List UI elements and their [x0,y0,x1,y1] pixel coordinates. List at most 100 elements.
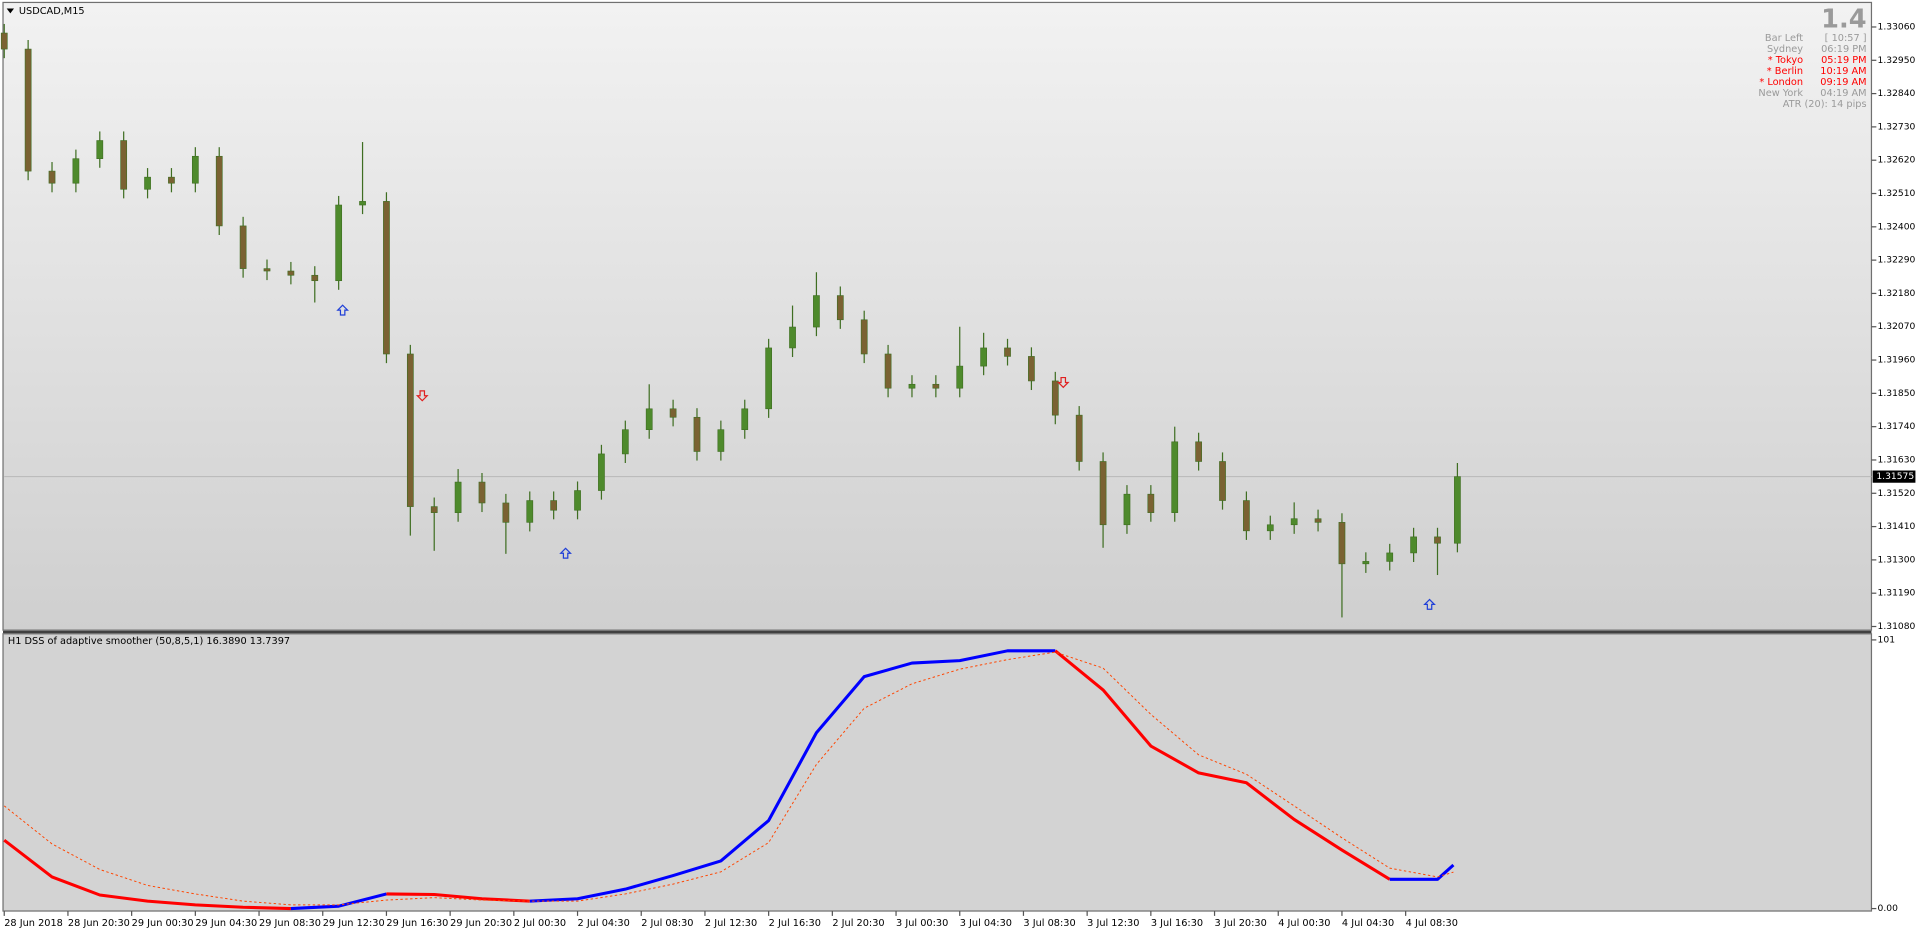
candle-body [1195,441,1202,462]
candle-body [1099,461,1107,526]
info-value: 09:19 AM [1820,77,1866,88]
candle-body [1075,414,1083,462]
candle-body [1051,380,1059,416]
candle-body [1147,493,1155,513]
price-pane [2,1,1873,631]
x-tick-label: 2 Jul 12:30 [705,918,757,929]
signal-arrow [336,304,350,316]
x-tick-label: 28 Jun 2018 [4,918,63,929]
candle-body [239,225,247,269]
x-tick-label: 3 Jul 08:30 [1023,918,1075,929]
candle-body [454,481,462,513]
main-line [529,649,1056,903]
y-tick-label: 1.31190 [1878,589,1916,599]
signal-arrow [1423,598,1436,610]
candle-body [669,408,677,418]
info-label: * Tokyo [1768,55,1803,66]
last-price-box [1872,470,1916,483]
x-tick-label: 29 Jun 04:30 [195,918,257,929]
candle-body [383,201,390,355]
y-tick-label: 1.32290 [1878,256,1916,266]
y-tick-label: 1.32180 [1878,289,1916,299]
y-tick-label: 0.00 [1878,904,1899,914]
y-tick-label: 1.31080 [1878,622,1916,632]
candle-body [980,347,987,367]
candle-body [1434,536,1441,544]
x-tick-label: 2 Jul 08:30 [641,918,693,929]
indicator-pane [2,633,1873,912]
y-tick-label: 1.31630 [1878,455,1916,465]
x-tick-label: 2 Jul 04:30 [578,918,630,929]
x-tick-label: 3 Jul 12:30 [1087,918,1139,929]
y-tick-label: 1.32840 [1878,89,1916,99]
info-label: Sydney [1767,44,1803,55]
candle-body [406,353,414,507]
y-tick-label: 1.32620 [1878,156,1916,166]
candle-body [598,453,605,491]
candle-body [335,204,343,282]
y-tick-label: 1.31520 [1878,489,1916,499]
candle-body [908,383,916,389]
atr: ATR (20): 14 pips [1783,99,1867,110]
candle-body [72,158,80,184]
candle-body [574,490,581,511]
candle-body [0,32,8,50]
candle-body [478,481,486,504]
candle-body [1028,356,1035,382]
candle-body [502,502,510,523]
info-label: New York [1758,88,1803,99]
candle-body [956,365,964,389]
y-tick-label: 1.32400 [1878,222,1916,232]
candle-body [860,319,868,355]
y-tick-label: 1.31740 [1878,422,1916,432]
candle-body [1266,524,1274,532]
x-tick-label: 29 Jun 16:30 [386,918,448,929]
candle-body [144,176,151,190]
x-tick-label: 28 Jun 20:30 [68,918,130,929]
info-value: 10:19 AM [1820,66,1866,77]
spread: 1.4 [1821,5,1866,35]
candle-body [813,295,820,328]
candle-body [24,48,32,172]
candle-body [430,506,438,513]
candle-body [359,201,366,206]
candle-body [621,429,629,455]
candle-body [1290,518,1298,526]
info-label: Bar Left [1765,33,1803,44]
y-tick-label: 1.32950 [1878,56,1916,66]
x-tick-label: 29 Jun 20:30 [450,918,512,929]
y-tick-label: 101 [1878,635,1895,645]
signal-line [3,651,1454,906]
x-tick-label: 3 Jul 16:30 [1151,918,1203,929]
x-tick-label: 4 Jul 00:30 [1278,918,1330,929]
main-line [1054,649,1391,881]
y-tick-label: 1.31300 [1878,555,1916,565]
candle-body [741,408,749,430]
y-tick-label: 1.31850 [1878,389,1916,399]
info-value: 04:19 AM [1820,88,1866,99]
menu-triangle[interactable] [6,8,15,14]
candle-body [48,170,56,184]
candle-body [1123,493,1131,526]
candle-body [1219,461,1226,501]
x-tick-label: 3 Jul 20:30 [1215,918,1267,929]
signal-arrow [559,547,572,559]
main-line [290,892,387,911]
candle-body [1410,536,1417,554]
last-price-label: 1.31575 [1876,472,1914,482]
candle-body [550,500,558,511]
y-tick-label: 1.31960 [1878,356,1916,366]
info-value: [ 10:57 ] [1825,33,1867,44]
candle-body [215,155,223,227]
x-tick-label: 2 Jul 20:30 [832,918,884,929]
x-tick-label: 3 Jul 04:30 [960,918,1012,929]
x-tick-label: 3 Jul 00:30 [896,918,948,929]
candle-body [191,155,199,184]
chart-title: USDCAD,M15 [19,6,85,17]
signal-arrow [1056,376,1070,389]
candle-body [836,295,844,321]
x-tick-label: 2 Jul 16:30 [769,918,821,929]
candle-body [645,408,653,430]
candle-body [1338,522,1346,565]
